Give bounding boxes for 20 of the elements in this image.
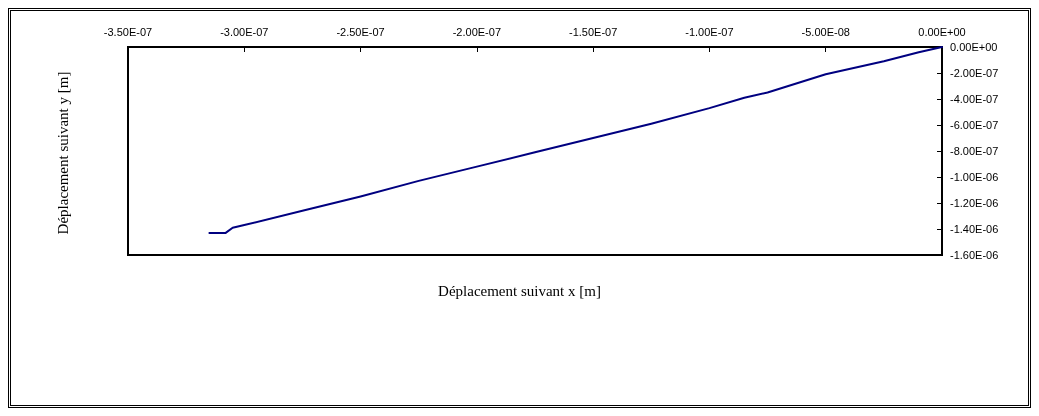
x-axis-title: Déplacement suivant x [m] — [438, 282, 601, 299]
y-tick-label: -6.00E-07 — [950, 119, 999, 131]
x-tick-label: -5.00E-08 — [801, 25, 850, 38]
y-tick-label: -2.00E-07 — [950, 67, 999, 79]
y-tick-label: -8.00E-07 — [950, 145, 999, 157]
x-tick-label: -2.50E-07 — [336, 25, 385, 38]
x-tick-label: -3.00E-07 — [220, 25, 269, 38]
y-tick-label: 0.00E+00 — [950, 41, 998, 53]
x-tick-label: 0.00E+00 — [918, 25, 966, 38]
y-tick-label: -1.20E-06 — [950, 197, 999, 209]
y-tick-label: -1.00E-06 — [950, 171, 999, 183]
line-series — [208, 46, 943, 234]
x-tick-label: -1.00E-07 — [685, 25, 734, 38]
x-tick-label: -1.50E-07 — [568, 25, 618, 38]
y-axis-title: Déplacement suivant y [m] — [55, 71, 71, 235]
y-tick-label: -4.00E-07 — [950, 93, 999, 105]
x-tick-label: -2.00E-07 — [452, 25, 502, 38]
x-tick-label: -3.50E-07 — [103, 25, 153, 38]
y-tick-label: -1.60E-06 — [950, 249, 999, 261]
y-tick-label: -1.40E-06 — [950, 223, 999, 235]
